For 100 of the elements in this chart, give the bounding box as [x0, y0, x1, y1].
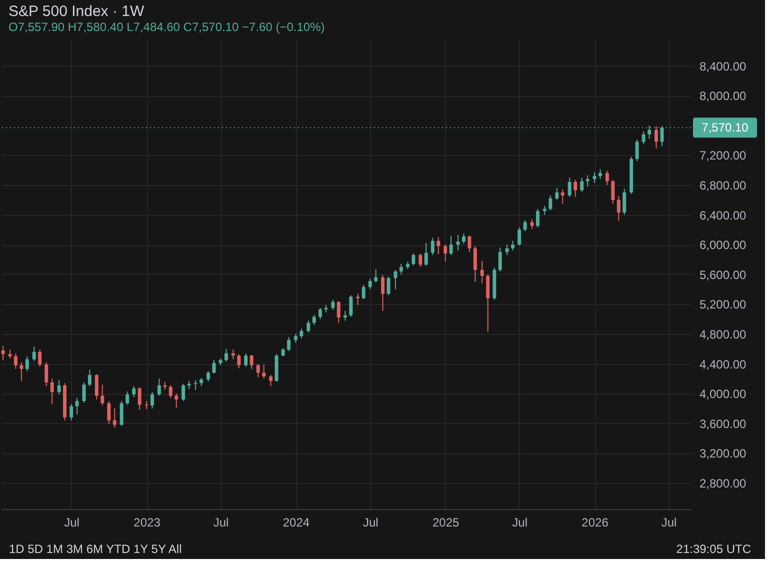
candlestick — [424, 242, 428, 266]
candlestick — [654, 126, 658, 149]
candlestick — [157, 378, 161, 396]
candlestick — [560, 188, 564, 204]
candlestick — [374, 268, 378, 284]
candlestick — [194, 380, 198, 390]
chart-subtitle: O7,557.90 H7,580.40 L7,484.60 C7,570.10 −7.60 (−0.10%) — [8, 20, 325, 34]
candlestick — [168, 384, 172, 399]
candlestick — [511, 240, 515, 252]
y-tick-label: 2,800.00 — [700, 476, 747, 490]
x-tick-label: Jul — [661, 516, 677, 530]
x-tick-label: Jul — [64, 516, 80, 530]
candlestick — [126, 390, 130, 406]
candlestick — [32, 346, 36, 362]
candlestick — [75, 398, 79, 415]
candlestick — [138, 387, 142, 410]
candlestick — [394, 269, 398, 290]
candlestick — [548, 194, 552, 211]
candlestick — [100, 384, 104, 406]
candlestick — [318, 307, 322, 320]
candlestick — [462, 232, 466, 244]
candlestick — [635, 139, 639, 162]
ref-line-label: 7,570.10 — [702, 120, 749, 135]
candlestick — [269, 374, 273, 387]
y-tick-label: 4,000.00 — [700, 387, 747, 402]
candlestick — [598, 168, 602, 180]
candlestick — [605, 170, 609, 186]
candlestick — [505, 244, 509, 256]
candlestick — [14, 352, 18, 370]
candlestick — [530, 218, 534, 230]
candlestick — [44, 362, 48, 387]
candlestick — [444, 244, 448, 262]
candlestick — [237, 354, 241, 369]
candlestick — [120, 400, 124, 426]
candlestick — [523, 220, 527, 232]
candlestick — [586, 174, 590, 187]
candlestick — [486, 274, 490, 332]
candlestick — [456, 234, 460, 252]
candlestick — [25, 356, 29, 372]
candlestick — [88, 369, 92, 387]
candlestick — [611, 179, 615, 204]
y-tick-label: 3,200.00 — [700, 446, 747, 461]
candlestick — [150, 392, 154, 409]
x-tick-label: 2025 — [432, 516, 460, 530]
y-tick-label: 5,600.00 — [700, 268, 747, 282]
candlestick — [642, 130, 646, 145]
x-tick-label: 2026 — [582, 516, 609, 530]
candlestick — [592, 172, 596, 184]
candlestick — [362, 284, 366, 300]
y-tick-label: 7,200.00 — [700, 148, 747, 163]
y-tick-label: 6,400.00 — [700, 208, 747, 222]
candlestick — [343, 310, 347, 322]
candlestick — [50, 378, 54, 404]
chart-title: S&P 500 Index · 1W — [8, 3, 145, 20]
candlestick — [568, 177, 572, 198]
x-tick-label: Jul — [512, 516, 528, 530]
candlestick — [336, 300, 340, 324]
candlestick — [356, 293, 360, 306]
candlestick — [436, 236, 440, 255]
candlestick — [256, 363, 260, 378]
candlestick — [312, 314, 316, 326]
text: 21:39:05 UTC — [676, 542, 752, 556]
candlestick — [349, 294, 353, 318]
candlestick — [107, 400, 111, 425]
candlestick — [262, 364, 266, 380]
text: 1D 5D 1M 3M 6M YTD 1Y 5Y All — [9, 542, 182, 556]
x-tick-label: 2024 — [282, 516, 310, 530]
candlestick — [182, 383, 186, 402]
candlestick — [399, 263, 403, 275]
candlestick — [473, 246, 477, 282]
candlestick — [231, 349, 235, 360]
candlestick — [174, 393, 178, 408]
candlestick — [38, 349, 42, 368]
candlestick — [57, 380, 61, 395]
candlestick — [206, 370, 210, 382]
x-tick-label: Jul — [362, 516, 378, 530]
candlestick — [412, 253, 416, 266]
candlestick — [498, 247, 502, 272]
candlestick — [574, 179, 578, 198]
candlestick — [82, 382, 86, 403]
candlestick — [132, 386, 136, 398]
candlestick — [622, 188, 626, 216]
candlestick — [468, 235, 472, 253]
candlestick — [449, 235, 453, 256]
candlestick — [212, 360, 216, 374]
candlestick — [112, 408, 116, 428]
candlestick — [20, 362, 24, 382]
y-tick-label: 8,400.00 — [700, 59, 747, 74]
candlestick — [331, 299, 335, 311]
y-tick-label: 4,400.00 — [700, 357, 747, 372]
x-tick-label: Jul — [213, 516, 229, 530]
candlestick — [94, 374, 98, 400]
candlestick — [536, 208, 540, 228]
y-tick-label: 5,200.00 — [700, 298, 747, 312]
candlestick — [70, 403, 74, 421]
candlestick — [306, 320, 310, 333]
candlestick — [555, 187, 559, 200]
y-tick-label: 6,800.00 — [700, 178, 747, 192]
y-tick-label: 6,000.00 — [700, 238, 747, 252]
candlestick — [244, 352, 248, 368]
